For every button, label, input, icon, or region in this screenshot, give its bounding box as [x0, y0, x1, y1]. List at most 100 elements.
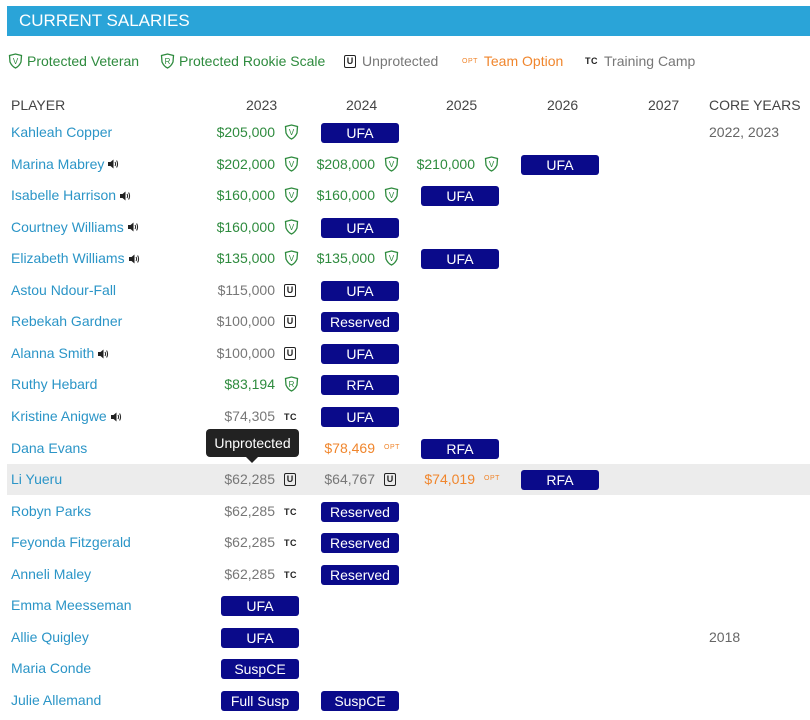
protected-veteran-shield-icon[interactable]: V	[284, 250, 299, 269]
player-name-link[interactable]: Dana Evans	[11, 433, 87, 464]
column-header-2027[interactable]: 2027	[648, 97, 680, 113]
contract-status-badge[interactable]: RFA	[521, 470, 599, 491]
player-name[interactable]: Ruthy Hebard	[11, 376, 98, 393]
contract-status-badge[interactable]: Full Susp	[221, 690, 299, 711]
table-row: Astou Ndour-Fall $115,000 U UFA	[7, 275, 810, 306]
player-name[interactable]: Feyonda Fitzgerald	[11, 534, 131, 551]
column-header-core-years[interactable]: CORE YEARS	[709, 97, 801, 113]
contract-status-badge[interactable]: Reserved	[321, 533, 399, 554]
protected-rookie-shield-icon[interactable]: R	[284, 376, 299, 395]
protected-veteran-shield-icon[interactable]: V	[484, 155, 499, 175]
column-header-2026[interactable]: 2026	[547, 97, 579, 113]
table-row: Kristine Anigwe $74,305 TC UFA	[7, 401, 810, 432]
core-years: 2022, 2023	[709, 124, 780, 140]
audio-speaker-icon[interactable]	[110, 402, 122, 433]
protected-veteran-shield-icon[interactable]: V	[384, 187, 399, 206]
protected-veteran-shield-icon[interactable]: V	[284, 187, 299, 206]
contract-status-badge[interactable]: Reserved	[321, 312, 399, 333]
player-name-link[interactable]: Julie Allemand	[11, 685, 101, 716]
training-camp-badge[interactable]: TC	[284, 411, 297, 422]
column-header-2023[interactable]: 2023	[246, 97, 278, 113]
player-name-link[interactable]: Kahleah Copper	[11, 117, 112, 148]
player-name[interactable]: Kristine Anigwe	[11, 407, 107, 424]
training-camp-badge[interactable]: TC	[284, 506, 297, 517]
audio-speaker-icon[interactable]	[108, 149, 119, 180]
player-name[interactable]: Marina Mabrey	[11, 155, 105, 172]
contract-status-badge[interactable]: SuspCE	[321, 690, 399, 711]
contract-status-badge[interactable]: UFA	[321, 406, 399, 427]
contract-status-badge[interactable]: UFA	[521, 154, 599, 175]
training-camp-badge[interactable]: TC	[284, 569, 297, 580]
player-name-link[interactable]: Ruthy Hebard	[11, 369, 97, 400]
player-name-link[interactable]: Astou Ndour-Fall	[11, 275, 116, 306]
column-header-2025[interactable]: 2025	[446, 97, 478, 113]
player-name-link[interactable]: Maria Conde	[11, 653, 91, 684]
contract-status-badge[interactable]: Reserved	[321, 564, 399, 585]
contract-status-badge[interactable]: UFA	[421, 249, 499, 270]
svg-text:R: R	[289, 380, 295, 389]
player-name-link[interactable]: Allie Quigley	[11, 622, 89, 653]
player-name[interactable]: Elizabeth Williams	[11, 250, 125, 267]
contract-status-badge[interactable]: SuspCE	[221, 659, 299, 680]
player-name[interactable]: Rebekah Gardner	[11, 313, 123, 330]
player-name-link[interactable]: Robyn Parks	[11, 496, 91, 527]
player-name[interactable]: Anneli Maley	[11, 565, 92, 582]
team-option-badge[interactable]: OPT	[384, 443, 400, 451]
player-name-link[interactable]: Li Yueru	[11, 464, 62, 495]
legend-unprotected: U Unprotected	[344, 52, 438, 70]
audio-speaker-icon[interactable]	[98, 339, 109, 370]
player-name[interactable]: Maria Conde	[11, 660, 92, 677]
contract-status-badge[interactable]: UFA	[321, 343, 399, 364]
player-name-link[interactable]: Courtney Williams	[11, 212, 139, 244]
audio-speaker-icon[interactable]	[127, 212, 139, 243]
column-header-2024[interactable]: 2024	[346, 97, 378, 113]
contract-status-badge[interactable]: UFA	[321, 280, 399, 301]
player-name-link[interactable]: Feyonda Fitzgerald	[11, 527, 131, 558]
protected-veteran-shield-icon[interactable]: V	[284, 124, 299, 143]
protected-veteran-shield-icon[interactable]: V	[284, 218, 299, 238]
unprotected-u-icon[interactable]: U	[284, 473, 296, 487]
unprotected-u-icon[interactable]: U	[384, 473, 396, 487]
player-name-link[interactable]: Emma Meesseman	[11, 590, 132, 621]
player-name[interactable]: Li Yueru	[11, 471, 63, 488]
player-name[interactable]: Julie Allemand	[11, 691, 102, 708]
column-header-player[interactable]: PLAYER	[11, 97, 66, 113]
player-name[interactable]: Kahleah Copper	[11, 124, 113, 140]
player-name[interactable]: Dana Evans	[11, 439, 88, 456]
contract-status-badge[interactable]: UFA	[221, 596, 299, 617]
player-name[interactable]: Isabelle Harrison	[11, 187, 117, 204]
audio-speaker-icon[interactable]	[128, 244, 140, 275]
player-name[interactable]: Allie Quigley	[11, 628, 89, 645]
unprotected-u-icon[interactable]: U	[284, 346, 296, 360]
player-name-link[interactable]: Elizabeth Williams	[11, 243, 140, 275]
contract-status-badge[interactable]: RFA	[421, 438, 499, 459]
player-name-link[interactable]: Marina Mabrey	[11, 149, 119, 181]
player-name[interactable]: Emma Meesseman	[11, 597, 132, 614]
table-row: Courtney Williams $160,000 V UFA	[7, 212, 810, 243]
protected-veteran-shield-icon[interactable]: V	[384, 250, 399, 269]
player-name[interactable]: Courtney Williams	[11, 218, 124, 235]
team-option-badge[interactable]: OPT	[484, 475, 500, 483]
player-name-link[interactable]: Rebekah Gardner	[11, 306, 122, 337]
protected-veteran-shield-icon[interactable]: V	[284, 155, 299, 175]
player-name-link[interactable]: Alanna Smith	[11, 338, 109, 370]
player-name[interactable]: Robyn Parks	[11, 502, 92, 519]
contract-status-badge[interactable]: UFA	[421, 186, 499, 207]
player-name-link[interactable]: Kristine Anigwe	[11, 401, 122, 433]
unprotected-u-icon[interactable]: U	[284, 283, 296, 297]
player-name[interactable]: Alanna Smith	[11, 344, 95, 361]
protected-veteran-shield-icon[interactable]: V	[384, 155, 399, 175]
contract-status-badge[interactable]: RFA	[321, 375, 399, 396]
table-row: Isabelle Harrison $160,000 V $160,000 V UFA	[7, 180, 810, 211]
audio-speaker-icon[interactable]	[120, 181, 131, 212]
player-name-link[interactable]: Anneli Maley	[11, 559, 91, 590]
contract-status-badge[interactable]: UFA	[221, 627, 299, 648]
unprotected-u-icon[interactable]: U	[284, 315, 296, 329]
player-name[interactable]: Astou Ndour-Fall	[11, 281, 117, 298]
player-name-link[interactable]: Isabelle Harrison	[11, 180, 131, 212]
contract-status-badge[interactable]: Reserved	[321, 501, 399, 522]
svg-text:V: V	[389, 160, 395, 169]
training-camp-badge[interactable]: TC	[284, 538, 297, 549]
contract-status-badge[interactable]: UFA	[321, 217, 399, 238]
contract-status-badge[interactable]: UFA	[321, 123, 399, 143]
